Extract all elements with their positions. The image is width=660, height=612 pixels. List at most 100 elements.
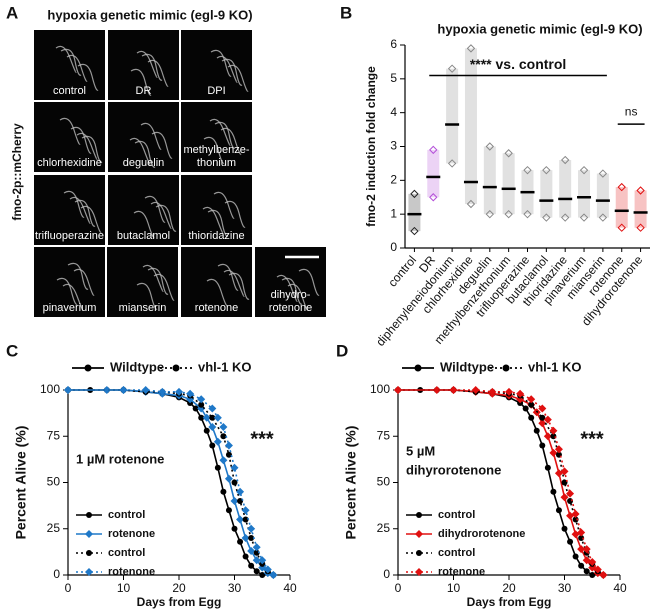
legend-marker: [85, 530, 93, 538]
point-spread: [427, 149, 440, 198]
data-point: [617, 223, 626, 232]
data-point: [209, 414, 216, 421]
chart-title: hypoxia genetic mimic (egl-9 KO): [437, 21, 642, 36]
data-point: [237, 538, 244, 545]
data-point: [236, 515, 245, 524]
tile-label: rotenone: [269, 302, 312, 314]
data-point: [577, 545, 586, 554]
worm: [142, 264, 164, 292]
point-spread: [408, 193, 421, 232]
tile-label: methylbenze-: [183, 144, 249, 156]
data-point: [263, 565, 272, 574]
data-point: [567, 538, 574, 545]
tile-label: chlorhexidine: [37, 157, 102, 169]
tile-label: control: [53, 85, 86, 97]
data-point: [571, 509, 580, 518]
worm: [227, 64, 249, 92]
worm: [207, 209, 229, 237]
data-point: [549, 426, 558, 435]
panel-title: hypoxia genetic mimic (egl-9 KO): [47, 7, 252, 22]
data-point: [538, 404, 547, 413]
data-point: [617, 182, 626, 192]
data-point: [504, 209, 513, 219]
worm: [224, 200, 246, 228]
legend-label: control: [108, 509, 145, 521]
data-point: [219, 456, 228, 465]
micrograph-tile: [255, 247, 326, 317]
legend-label: control: [438, 509, 475, 521]
data-point: [560, 155, 570, 165]
y-tick-label: 50: [47, 475, 61, 489]
data-point: [158, 387, 167, 396]
data-point: [598, 169, 608, 178]
legend-marker: [86, 512, 92, 518]
worm: [147, 59, 169, 87]
data-point: [252, 556, 261, 565]
y-tick-label: 0: [53, 567, 60, 581]
axis-label: fmo-2 induction fold change: [364, 66, 378, 227]
micrograph-tile: [34, 30, 105, 100]
data-point: [230, 497, 239, 505]
worm: [144, 195, 166, 223]
annotation: ns: [625, 104, 638, 118]
data-point: [528, 401, 535, 408]
data-point: [523, 209, 532, 219]
micrograph-tile: [108, 30, 179, 100]
data-point: [583, 568, 590, 575]
worm: [141, 53, 163, 81]
data-point: [636, 186, 645, 195]
data-point: [429, 193, 438, 202]
data-point: [466, 199, 476, 209]
y-tick-label: 2: [390, 173, 397, 187]
tile-label: rotenone: [195, 302, 238, 314]
data-point: [231, 479, 238, 486]
data-point: [566, 489, 575, 498]
legend-marker: [86, 550, 92, 556]
data-point: [224, 441, 233, 450]
data-point: [542, 165, 551, 175]
y-tick-label: 100: [40, 382, 60, 396]
worm: [81, 135, 103, 163]
x-tick-label: 30: [558, 581, 572, 595]
data-point: [516, 389, 525, 398]
data-point: [213, 413, 222, 422]
worm: [60, 48, 82, 76]
data-point: [543, 432, 552, 441]
tile-label: deguelin: [123, 157, 165, 169]
point-spread: [464, 48, 477, 205]
data-point: [555, 507, 562, 514]
data-point: [554, 445, 563, 454]
point-spread: [578, 170, 591, 218]
axis-label: fmo-2p::mCherry: [10, 123, 24, 221]
micrograph-tile: [34, 175, 105, 245]
data-point: [102, 386, 111, 394]
data-point: [247, 524, 256, 533]
data-point: [429, 145, 438, 155]
micrograph-tile: [181, 30, 252, 100]
data-point: [447, 159, 457, 168]
worm: [140, 122, 162, 150]
data-point: [582, 545, 591, 554]
data-point: [539, 442, 546, 449]
data-point: [572, 516, 579, 523]
point-spread: [634, 190, 647, 228]
y-tick-label: 6: [390, 37, 397, 51]
worm: [202, 206, 224, 234]
data-point: [488, 387, 497, 396]
legend-label: control: [108, 547, 145, 559]
legend-label: Wildtype: [440, 359, 494, 374]
worm: [136, 282, 158, 310]
data-point: [485, 209, 495, 219]
data-point: [533, 427, 540, 434]
data-point: [447, 64, 457, 73]
x-tick-label: 0: [65, 581, 72, 595]
legend-marker: [84, 364, 92, 372]
data-point: [523, 165, 532, 175]
data-point: [589, 572, 596, 578]
data-point: [208, 423, 217, 431]
x-tick-label: 0: [395, 581, 402, 595]
worm: [77, 63, 99, 91]
data-point: [572, 553, 579, 560]
worm: [217, 263, 239, 291]
